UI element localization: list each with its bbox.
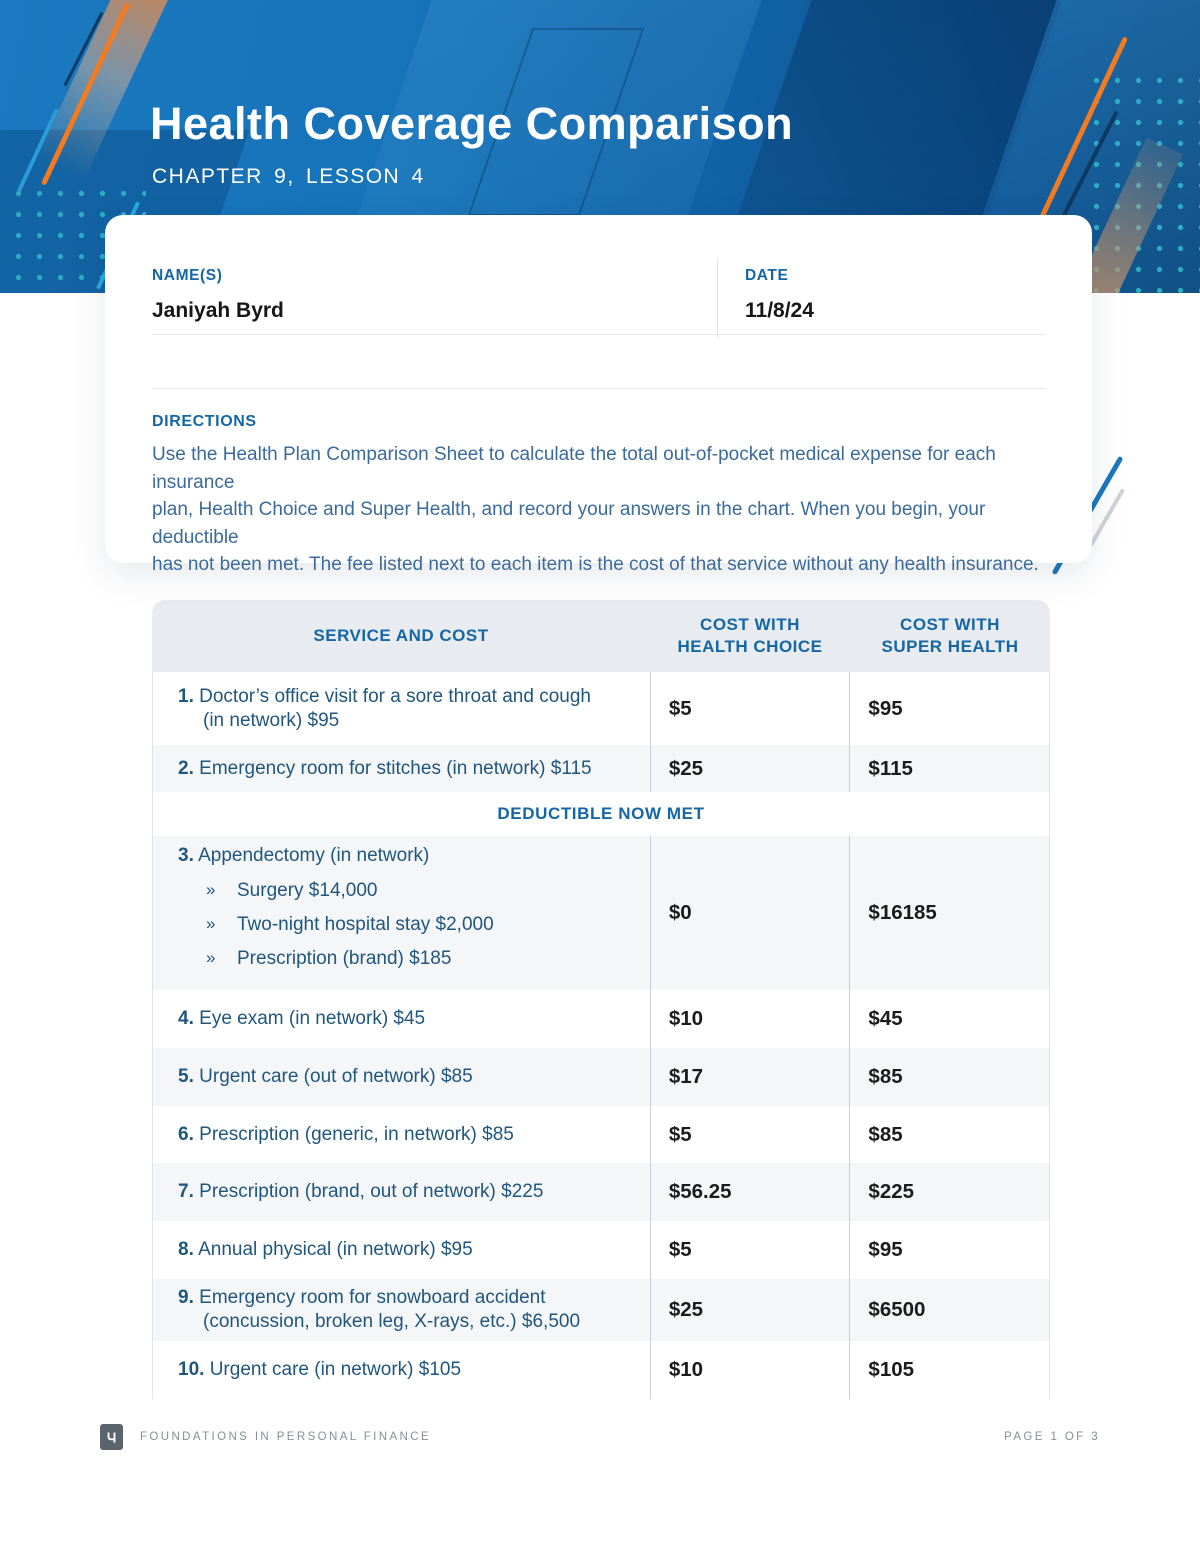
sub-item: » Two-night hospital stay $2,000: [153, 914, 650, 936]
answer-health-choice[interactable]: $10: [649, 1341, 850, 1399]
answer-super-health[interactable]: $105: [849, 1341, 1049, 1399]
row-number: 9.: [178, 1287, 194, 1308]
answer-super-health[interactable]: $115: [849, 745, 1049, 792]
name-field[interactable]: Janiyah Byrd: [152, 299, 284, 322]
table-row: 5. Urgent care (out of network) $85 $17 …: [152, 1048, 1050, 1106]
answer-super-health[interactable]: $85: [849, 1048, 1049, 1106]
directions-text: Use the Health Plan Comparison Sheet to …: [152, 444, 1039, 575]
answer-health-choice[interactable]: $25: [649, 745, 850, 792]
table-row: 2. Emergency room for stitches (in netwo…: [152, 745, 1050, 792]
sub-item: » Prescription (brand) $185: [153, 948, 650, 970]
page-number: PAGE 1 OF 3: [1004, 1431, 1100, 1443]
info-card: NAME(S) Janiyah Byrd DATE 11/8/24 DIRECT…: [105, 215, 1092, 575]
sub-item-text: Surgery $14,000: [237, 880, 378, 901]
column-header-service: SERVICE AND COST: [152, 600, 650, 672]
column-header-health-choice: COST WITH HEALTH CHOICE: [650, 600, 850, 672]
service-text: Eye exam (in network) $45: [199, 1008, 426, 1029]
row-number: 3.: [178, 845, 194, 866]
date-label: DATE: [745, 267, 789, 284]
sub-item: » Surgery $14,000: [153, 880, 650, 902]
page-title: Health Coverage Comparison: [150, 98, 794, 149]
answer-health-choice[interactable]: $0: [649, 836, 850, 990]
bullet-marker: »: [206, 948, 216, 967]
service-text: Urgent care (in network) $105: [209, 1359, 462, 1380]
answer-health-choice[interactable]: $17: [649, 1048, 850, 1106]
column-header-label: SUPER HEALTH: [881, 637, 1019, 656]
answer-super-health[interactable]: $45: [849, 990, 1049, 1048]
service-text: Emergency room for snowboard accident (c…: [199, 1287, 581, 1332]
sub-item-list: » Surgery $14,000 » Two-night hospital sta…: [153, 880, 650, 982]
answer-health-choice[interactable]: $56.25: [649, 1163, 850, 1221]
answer-health-choice[interactable]: $10: [649, 990, 850, 1048]
directions-label: DIRECTIONS: [152, 413, 257, 430]
column-header-label: COST WITH: [900, 615, 1000, 634]
sub-item-text: Prescription (brand) $185: [237, 948, 452, 969]
service-text: Prescription (brand, out of network) $22…: [199, 1181, 544, 1202]
table-row: 6. Prescription (generic, in network) $8…: [152, 1106, 1050, 1163]
table-row: 9. Emergency room for snowboard accident…: [152, 1279, 1050, 1341]
page-footer: FOUNDATIONS IN PERSONAL FINANCE PAGE 1 O…: [100, 1424, 1100, 1450]
table-row: 7. Prescription (brand, out of network) …: [152, 1163, 1050, 1221]
column-header-super-health: COST WITH SUPER HEALTH: [850, 600, 1050, 672]
column-header-label: COST WITH: [700, 615, 800, 634]
row-number: 6.: [178, 1123, 194, 1145]
answer-super-health[interactable]: $16185: [849, 836, 1049, 990]
row-number: 5.: [178, 1066, 194, 1087]
column-divider: [717, 258, 718, 338]
answer-health-choice[interactable]: $5: [649, 672, 850, 745]
row-number: 7.: [178, 1181, 194, 1202]
table-row: 4. Eye exam (in network) $45 $10 $45: [152, 990, 1050, 1048]
horizontal-rule: [152, 334, 1046, 335]
answer-super-health[interactable]: $6500: [849, 1279, 1049, 1341]
logo-glyph: [107, 1432, 116, 1443]
answer-super-health[interactable]: $95: [849, 1221, 1049, 1279]
table-row: 10. Urgent care (in network) $105 $10 $1…: [152, 1341, 1050, 1399]
bullet-marker: »: [206, 880, 216, 899]
answer-super-health[interactable]: $225: [849, 1163, 1049, 1221]
answer-health-choice[interactable]: $25: [649, 1279, 850, 1341]
row-number: 8.: [178, 1239, 194, 1260]
row-number: 1.: [178, 685, 194, 707]
page-subtitle: CHAPTER 9, LESSON 4: [152, 165, 425, 188]
row-number: 4.: [178, 1008, 194, 1029]
column-header-label: HEALTH CHOICE: [677, 637, 823, 656]
date-field[interactable]: 11/8/24: [745, 299, 814, 322]
sub-item-text: Two-night hospital stay $2,000: [237, 914, 494, 935]
answer-super-health[interactable]: $85: [849, 1106, 1049, 1163]
service-text: Appendectomy (in network): [198, 845, 430, 866]
service-text: Emergency room for stitches (in network)…: [199, 757, 592, 779]
service-text: Doctor’s office visit for a sore throat …: [199, 685, 591, 731]
answer-health-choice[interactable]: $5: [649, 1221, 850, 1279]
answer-health-choice[interactable]: $5: [649, 1106, 850, 1163]
table-header-row: SERVICE AND COST COST WITH HEALTH CHOICE…: [152, 600, 1050, 672]
horizontal-rule: [152, 388, 1046, 389]
bullet-marker: »: [206, 914, 216, 933]
table-row: 1. Doctor’s office visit for a sore thro…: [152, 672, 1050, 745]
table-row: 8. Annual physical (in network) $95 $5 $…: [152, 1221, 1050, 1279]
service-text: Annual physical (in network) $95: [198, 1239, 473, 1260]
service-text: Prescription (generic, in network) $85: [199, 1123, 514, 1145]
comparison-table: SERVICE AND COST COST WITH HEALTH CHOICE…: [152, 600, 1050, 1399]
column-header-label: SERVICE AND COST: [313, 626, 489, 645]
row-number: 10.: [178, 1359, 205, 1380]
brand-text: FOUNDATIONS IN PERSONAL FINANCE: [140, 1431, 432, 1443]
foundations-logo: [100, 1424, 123, 1450]
service-text: Urgent care (out of network) $85: [199, 1066, 473, 1087]
deductible-banner: DEDUCTIBLE NOW MET: [152, 792, 1050, 836]
table-row: 3. Appendectomy (in network) » Surgery $1…: [152, 836, 1050, 990]
row-number: 2.: [178, 757, 194, 779]
answer-super-health[interactable]: $95: [849, 672, 1049, 745]
name-label: NAME(S): [152, 267, 223, 284]
